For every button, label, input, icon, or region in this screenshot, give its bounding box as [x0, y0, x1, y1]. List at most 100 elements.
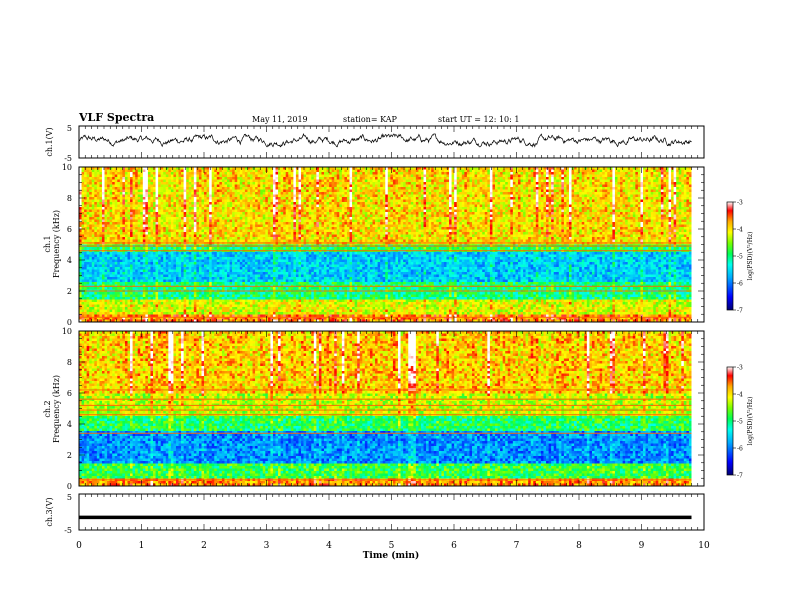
spectrogram-cell: [145, 202, 148, 205]
spectrogram-cell: [153, 172, 156, 175]
spectrogram-cell: [441, 180, 444, 183]
spectrogram-cell: [150, 192, 153, 195]
spectrogram-cell: [510, 207, 513, 210]
spectrogram-cell: [171, 180, 174, 183]
spectrogram-cell: [286, 202, 289, 205]
spectrogram-cell: [607, 185, 610, 188]
spectrogram-cell: [449, 177, 452, 180]
spectrogram-cell: [503, 195, 506, 198]
spectrogram-cell: [630, 172, 633, 175]
spectrogram-cell: [551, 202, 554, 205]
spectrogram-cell: [194, 187, 197, 190]
spectrogram-cell: [283, 192, 286, 195]
spectrogram-cell: [449, 205, 452, 208]
spectrogram-cell: [240, 215, 243, 218]
spectrogram-cell: [487, 195, 490, 198]
spectrogram-cell: [214, 197, 217, 200]
spectrogram-cell: [485, 192, 488, 195]
spectrogram-cell: [130, 210, 133, 213]
spectrogram-cell: [653, 172, 656, 175]
spectrogram-cell: [485, 215, 488, 218]
spectrogram-cell: [676, 192, 679, 195]
spectrogram-cell: [500, 190, 503, 193]
spectrogram-cell: [224, 215, 227, 218]
spectrogram-cell: [628, 175, 631, 178]
spectrogram-cell: [360, 190, 363, 193]
spectrogram-cell: [273, 215, 276, 218]
spectrogram-cell: [291, 177, 294, 180]
spectrogram-cell: [452, 215, 455, 218]
spectrogram-cell: [158, 190, 161, 193]
spectrogram-cell: [367, 170, 370, 173]
spectrogram-cell: [171, 185, 174, 188]
spectrogram-cell: [245, 190, 248, 193]
spectrogram-cell: [403, 202, 406, 205]
spectrogram-cell: [311, 195, 314, 198]
spectrogram-cell: [439, 192, 442, 195]
spectrogram-cell: [536, 177, 539, 180]
spectrogram-cell: [158, 187, 161, 190]
spectrogram-cell: [454, 180, 457, 183]
spectrogram-cell: [362, 192, 365, 195]
spectrogram-cell: [375, 200, 378, 203]
spectrogram-cell: [370, 200, 373, 203]
spectrogram-cell: [115, 187, 118, 190]
spectrogram-cell: [572, 182, 575, 185]
spectrogram-cell: [403, 215, 406, 218]
spectrogram-cell: [559, 180, 562, 183]
spectrogram-cell: [587, 180, 590, 183]
spectrogram-cell: [395, 182, 398, 185]
spectrogram-cell: [612, 172, 615, 175]
spectrogram-cell: [306, 170, 309, 173]
spectrogram-cell: [148, 200, 151, 203]
spectrogram-cell: [661, 172, 664, 175]
spectrogram-cell: [191, 210, 194, 213]
spectrogram-cell: [94, 202, 97, 205]
spectrogram-cell: [431, 205, 434, 208]
spectrogram-cell: [332, 190, 335, 193]
spectrogram-cell: [513, 200, 516, 203]
spectrogram-cell: [482, 180, 485, 183]
spectrogram-cell: [658, 197, 661, 200]
spectrogram-cell: [528, 185, 531, 188]
spectrogram-cell: [406, 195, 409, 198]
spectrogram-cell: [475, 205, 478, 208]
spectrogram-cell: [309, 202, 312, 205]
spectrogram-cell: [150, 185, 153, 188]
spectrogram-cell: [255, 210, 258, 213]
spectrogram-cell: [194, 195, 197, 198]
spectrogram-cell: [184, 210, 187, 213]
spectrogram-cell: [671, 175, 674, 178]
spectrogram-cell: [531, 185, 534, 188]
spectrogram-cell: [82, 192, 85, 195]
spectrogram-cell: [240, 195, 243, 198]
spectrogram-cell: [495, 187, 498, 190]
spectrogram-cell: [158, 200, 161, 203]
spectrogram-cell: [587, 185, 590, 188]
spectrogram-cell: [477, 200, 480, 203]
spectrogram-cell: [214, 177, 217, 180]
spectrogram-cell: [528, 182, 531, 185]
spectrogram-cell: [393, 187, 396, 190]
spectrogram-cell: [176, 215, 179, 218]
spectrogram-cell: [569, 205, 572, 208]
spectrogram-cell: [477, 212, 480, 215]
spectrogram-cell: [434, 205, 437, 208]
spectrogram-cell: [646, 190, 649, 193]
spectrogram-cell: [133, 200, 136, 203]
spectrogram-cell: [194, 207, 197, 210]
spectrogram-cell: [607, 172, 610, 175]
spectrogram-cell: [347, 182, 350, 185]
spectrogram-cell: [375, 210, 378, 213]
spectrogram-cell: [666, 175, 669, 178]
spectrogram-cell: [607, 175, 610, 178]
spectrogram-cell: [390, 180, 393, 183]
spectrogram-cell: [260, 195, 263, 198]
spectrogram-cell: [250, 200, 253, 203]
spectrogram-cell: [314, 190, 317, 193]
spectrogram-cell: [403, 192, 406, 195]
spectrogram-cell: [115, 180, 118, 183]
spectrogram-cell: [620, 212, 623, 215]
spectrogram-cell: [617, 200, 620, 203]
spectrogram-cell: [526, 207, 529, 210]
